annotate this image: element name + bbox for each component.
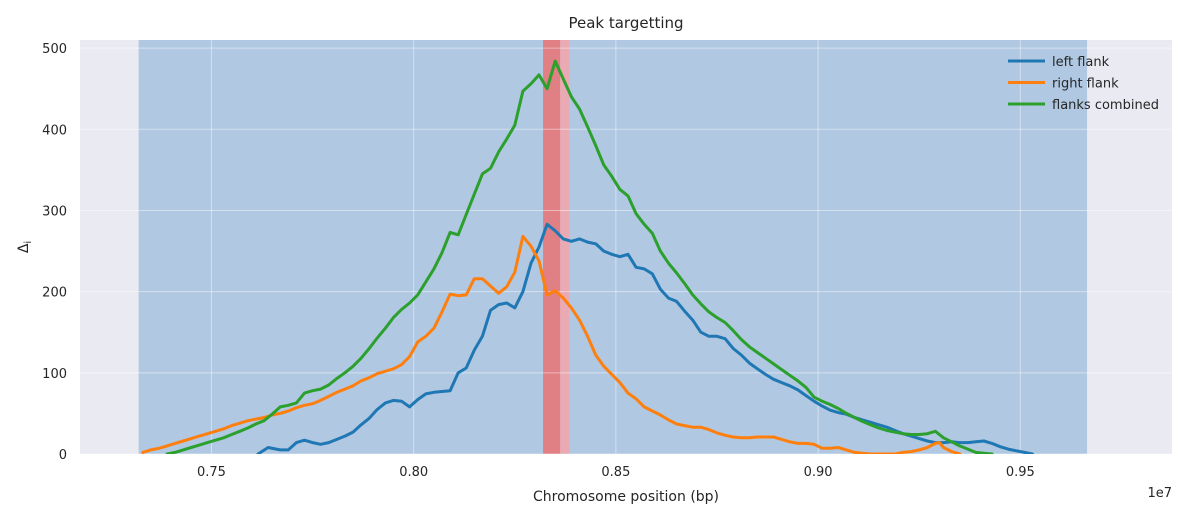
chart-title: Peak targetting <box>568 14 683 32</box>
x-tick-label: 0.95 <box>1006 465 1035 480</box>
y-tick-label: 400 <box>42 123 67 138</box>
y-tick-label: 100 <box>42 367 67 382</box>
legend-label: left flank <box>1052 55 1110 70</box>
y-tick-label: 200 <box>42 286 67 301</box>
x-axis-label: Chromosome position (bp) <box>533 489 719 505</box>
series-line-flanks-combined <box>165 59 994 454</box>
x-tick-label: 0.85 <box>601 465 630 480</box>
legend-label: right flank <box>1052 77 1119 92</box>
series-line-right-flank <box>141 234 962 454</box>
x-tick-label: 0.80 <box>399 465 428 480</box>
x-offset-label: 1e7 <box>1147 486 1172 501</box>
y-tick-label: 0 <box>59 448 67 463</box>
shaded-region-0 <box>138 40 1088 454</box>
y-axis-label: Δi <box>16 241 34 253</box>
y-tick-label: 300 <box>42 204 67 219</box>
shaded-region-2 <box>543 40 561 454</box>
x-tick-label: 0.90 <box>804 465 833 480</box>
y-tick-label: 500 <box>42 42 67 57</box>
legend: left flank right flank flanks combined <box>1008 55 1159 113</box>
x-tick-label: 0.75 <box>197 465 226 480</box>
legend-label: flanks combined <box>1052 98 1159 113</box>
